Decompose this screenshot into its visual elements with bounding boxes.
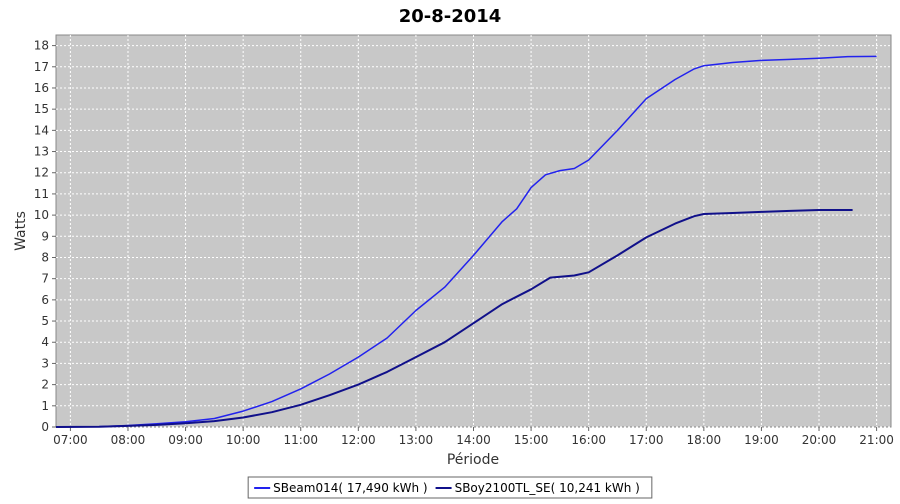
y-tick-label: 15 xyxy=(34,102,49,116)
legend-label: SBoy2100TL_SE( 10,241 kWh ) xyxy=(455,481,640,495)
x-tick-label: 18:00 xyxy=(687,433,722,447)
y-tick-label: 11 xyxy=(34,187,49,201)
y-tick-label: 10 xyxy=(34,208,49,222)
legend-item: SBeam014( 17,490 kWh ) xyxy=(254,481,428,495)
y-tick-label: 5 xyxy=(41,314,49,328)
y-tick-label: 6 xyxy=(41,293,49,307)
y-tick-label: 0 xyxy=(41,420,49,434)
y-tick-label: 13 xyxy=(34,145,49,159)
y-axis-label: Watts xyxy=(13,211,29,251)
x-tick-label: 21:00 xyxy=(859,433,894,447)
series-line-1 xyxy=(55,55,877,428)
legend-item: SBoy2100TL_SE( 10,241 kWh ) xyxy=(435,481,640,495)
y-tick-label: 9 xyxy=(41,229,49,243)
y-tick-label: 7 xyxy=(41,272,49,286)
series-line-2 xyxy=(55,209,853,428)
y-tick-label: 2 xyxy=(41,378,49,392)
x-tick-label: 19:00 xyxy=(744,433,779,447)
x-tick-label: 16:00 xyxy=(571,433,606,447)
x-tick-label: 08:00 xyxy=(111,433,146,447)
x-tick-label: 13:00 xyxy=(399,433,434,447)
x-tick-label: 20:00 xyxy=(802,433,837,447)
y-tick-label: 1 xyxy=(41,399,49,413)
x-tick-label: 09:00 xyxy=(168,433,203,447)
x-axis-label: Période xyxy=(447,452,499,468)
y-tick-label: 17 xyxy=(34,60,49,74)
x-tick-label: 15:00 xyxy=(514,433,549,447)
y-tick-label: 12 xyxy=(34,166,49,180)
chart-title: 20-8-2014 xyxy=(399,6,502,27)
y-tick-label: 18 xyxy=(34,39,49,53)
x-axis-ticks: 07:00 08:00 09:00 10:00 11:00 12:00 13:00 14:00… xyxy=(53,427,894,447)
x-tick-label: 07:00 xyxy=(53,433,88,447)
x-tick-label: 11:00 xyxy=(283,433,318,447)
y-tick-label: 8 xyxy=(41,250,49,264)
y-tick-label: 14 xyxy=(34,123,49,137)
y-tick-label: 16 xyxy=(34,81,49,95)
x-tick-label: 14:00 xyxy=(456,433,491,447)
x-tick-label: 12:00 xyxy=(341,433,376,447)
x-tick-label: 17:00 xyxy=(629,433,664,447)
series-lines xyxy=(55,55,877,428)
y-tick-label: 3 xyxy=(41,356,49,370)
x-tick-label: 10:00 xyxy=(226,433,261,447)
legend: SBeam014( 17,490 kWh ) SBoy2100TL_SE( 10,… xyxy=(247,476,653,499)
legend-label: SBeam014( 17,490 kWh ) xyxy=(273,481,427,495)
y-tick-label: 4 xyxy=(41,335,49,349)
